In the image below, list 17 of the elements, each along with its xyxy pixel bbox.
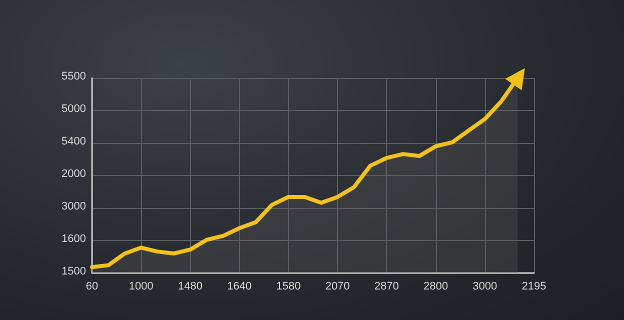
- x-tick-label: 2870: [374, 280, 399, 292]
- x-tick-label: 60: [86, 280, 98, 292]
- text: 1500: [62, 266, 86, 278]
- text: 5400: [62, 136, 86, 148]
- text: 1600: [62, 233, 86, 245]
- x-tick-label: 1480: [178, 280, 202, 292]
- x-tick-label: 2070: [325, 280, 350, 292]
- text: 5000: [62, 103, 86, 115]
- x-tick-label: 2195: [522, 280, 546, 292]
- text: 5500: [62, 70, 86, 82]
- text: 2000: [62, 168, 86, 180]
- x-tick-label: 1000: [128, 280, 154, 292]
- x-tick-label: 1580: [276, 280, 301, 292]
- x-tick-label: 2800: [424, 280, 448, 292]
- text: 3000: [62, 200, 86, 212]
- x-tick-label: 3000: [472, 280, 498, 292]
- x-tick-label: 1640: [227, 280, 252, 292]
